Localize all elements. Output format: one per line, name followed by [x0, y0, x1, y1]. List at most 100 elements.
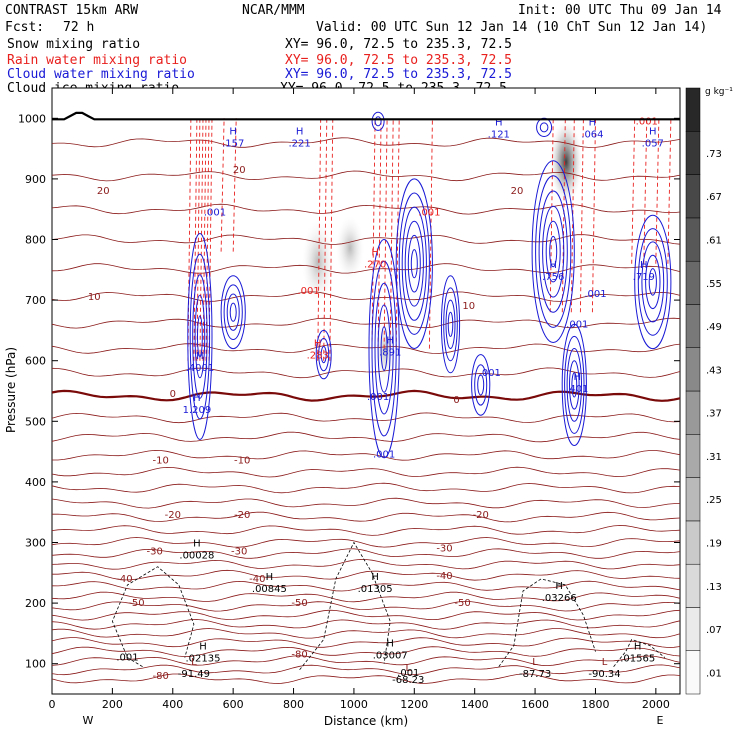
high-value-label: .064 [581, 129, 603, 140]
high-value-label: .121 [488, 129, 510, 140]
high-marker: H [574, 372, 582, 383]
y-tick-label: 500 [25, 415, 46, 428]
rain-water-contour [377, 118, 382, 349]
colorbar-swatch [685, 477, 701, 522]
high-value-label: 1.209 [183, 405, 212, 416]
cloud-water-contour [380, 326, 388, 371]
colorbar-swatch [685, 390, 701, 435]
high-value-label: .270 [364, 260, 386, 271]
temperature-contour-label: 20 [233, 165, 246, 176]
temperature-contour [52, 569, 681, 581]
low-marker: L [602, 657, 608, 668]
field-xy-rain: XY= 96.0, 72.5 to 235.3, 72.5 [285, 53, 512, 68]
cloud-water-contour [571, 372, 578, 398]
y-tick-label: 300 [25, 537, 46, 550]
temperature-contour-label: 20 [511, 186, 524, 197]
temperature-contour [51, 580, 681, 592]
colorbar-tick-label: .43 [706, 365, 722, 376]
temperature-contour [51, 497, 681, 509]
y-tick-label: 600 [25, 355, 46, 368]
cloud-water-contour [410, 249, 418, 279]
x-tick-label: 1600 [521, 698, 549, 711]
high-value-label: .221 [288, 139, 310, 150]
rain-water-contour [187, 118, 192, 361]
cloud-water-contour [569, 360, 580, 410]
colorbar-swatch [685, 563, 701, 608]
cloud-water-contour [220, 275, 246, 350]
cloud-water-contour [404, 220, 424, 307]
low-marker: L [406, 663, 412, 674]
high-marker: H [193, 393, 201, 404]
cloud-water-contour [531, 160, 575, 344]
y-tick-label: 200 [25, 597, 46, 610]
low-value-label: -90.34 [588, 669, 620, 680]
cloud-water-contour [374, 282, 394, 415]
east-label: E [657, 714, 664, 727]
high-marker: H [649, 127, 657, 138]
colorbar-tick-label: .07 [706, 625, 722, 636]
rain-water-contour [199, 118, 204, 361]
snow-plume-1 [302, 220, 334, 304]
temperature-contour [52, 449, 681, 461]
temperature-contour [51, 482, 681, 494]
cloud-ice-contour [613, 639, 666, 667]
temperature-contour [51, 317, 681, 329]
temperature-contour [51, 637, 681, 648]
cloud-water-contour [443, 287, 458, 362]
high-marker: H [386, 639, 394, 650]
high-value-label: .02135 [186, 654, 221, 665]
high-value-label: .157 [222, 139, 244, 150]
temperature-contour [51, 234, 681, 245]
cloud-water-contour [535, 175, 572, 328]
temperature-contour [51, 601, 681, 612]
temperature-contour [51, 466, 681, 478]
rain-water-contour [329, 118, 334, 361]
high-marker: H [555, 581, 563, 592]
rain-water-contour [208, 118, 213, 361]
colorbar-tick-label: .61 [706, 236, 722, 247]
cloud-water-contour [566, 348, 582, 422]
header-valid: Valid: 00 UTC Sun 12 Jan 14 (10 ChT Sun … [316, 20, 707, 35]
contour-value-label: .001 [204, 207, 226, 218]
field-name-rain: Rain water mixing ratio [7, 53, 187, 68]
temperature-contour-label: -30 [147, 547, 163, 558]
x-tick-label: 1200 [400, 698, 428, 711]
header-fcst-value: 72 h [63, 20, 94, 35]
cloud-water-contour [194, 294, 206, 379]
terrain-line [52, 111, 680, 121]
high-marker: H [640, 260, 648, 271]
colorbar-swatch [685, 650, 701, 695]
cloud-water-contour [192, 274, 208, 399]
temperature-contour [51, 609, 681, 621]
y-tick-label: 800 [25, 234, 46, 247]
colorbar-tick-label: .25 [706, 495, 722, 506]
cloud-water-contour [549, 235, 558, 268]
cloud-water-contour [648, 268, 657, 296]
temperature-contour-label: -80 [291, 650, 307, 661]
temperature-contour [51, 170, 681, 182]
cloud-water-contour [187, 233, 213, 440]
temperature-contour [51, 591, 681, 603]
contour-value-label: .001 [418, 207, 440, 218]
rain-water-contour [667, 118, 672, 264]
temperature-contour [51, 628, 681, 639]
high-marker: H [371, 572, 379, 583]
cloud-water-contours [187, 111, 672, 459]
rain-water-contour [196, 118, 201, 361]
high-value-label: .4001 [186, 363, 215, 374]
contour-value-label: .001 [297, 286, 319, 297]
temperature-contour [51, 367, 681, 379]
rain-water-contour [383, 118, 388, 349]
temperature-contour-label: 20 [97, 186, 110, 197]
temperature-contour-label: -50 [454, 598, 470, 609]
header-fcst-label: Fcst: [5, 20, 44, 35]
high-value-label: .00845 [252, 584, 287, 595]
field-name-snow: Snow mixing ratio [7, 37, 140, 52]
temperature-contour-label: 0 [453, 395, 459, 406]
x-tick-label: 0 [49, 698, 56, 711]
contour-labels: -80 -80 -50 -50 -50 -40 -40 -40 -30 -30 -30 -20 -20 -… [88, 116, 664, 686]
header-org: NCAR/MMM [242, 3, 305, 18]
contour-value-label: .001 [479, 368, 501, 379]
temperature-contour-label: -30 [231, 547, 247, 558]
